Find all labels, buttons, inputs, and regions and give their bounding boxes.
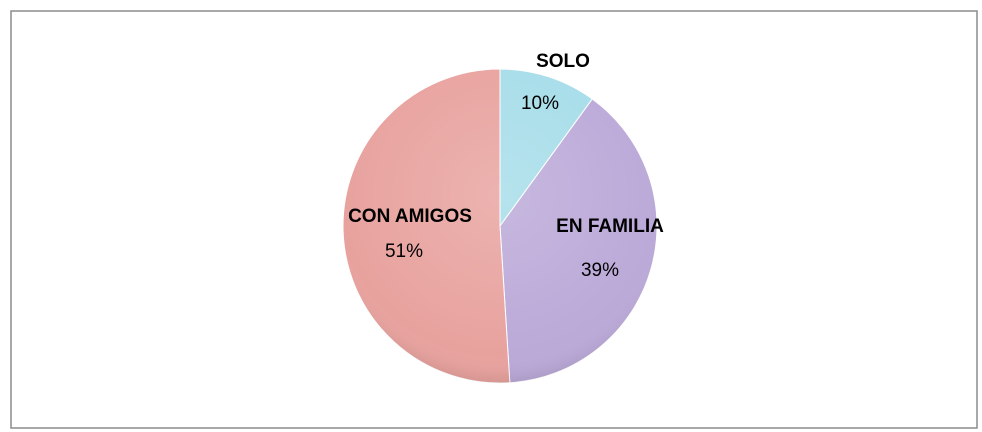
category-label: EN FAMILIA xyxy=(556,216,664,237)
value-label: 51% xyxy=(385,241,423,262)
value-label: 10% xyxy=(521,93,559,114)
category-label: SOLO xyxy=(536,51,590,72)
value-label: 39% xyxy=(581,260,619,281)
category-label: CON AMIGOS xyxy=(348,206,472,227)
